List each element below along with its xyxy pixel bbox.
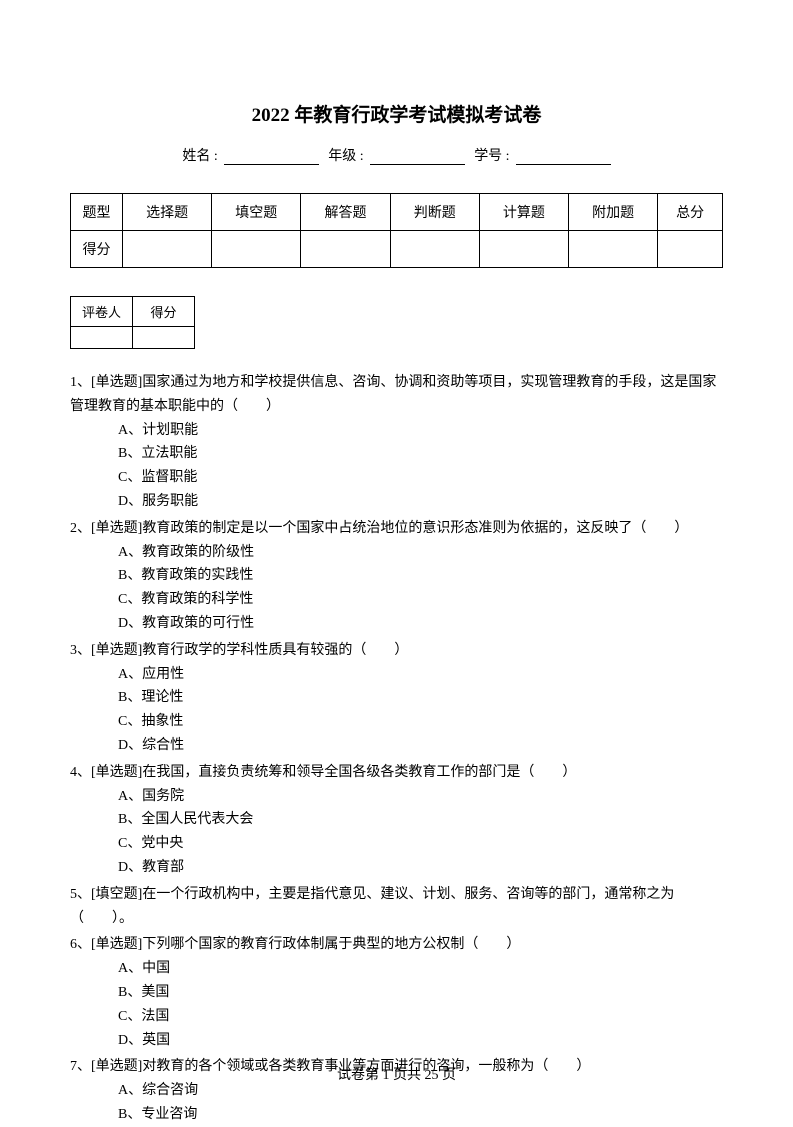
question-text: 5、[填空题]在一个行政机构中，主要是指代意见、建议、计划、服务、咨询等的部门，… [70,883,723,931]
option: B、专业咨询 [118,1103,723,1127]
option: A、国务院 [118,785,723,809]
question: 4、[单选题]在我国，直接负责统筹和领导全国各级各类教育工作的部门是（ ）A、国… [70,761,723,880]
question: 6、[单选题]下列哪个国家的教育行政体制属于典型的地方公权制（ ）A、中国B、美… [70,933,723,1052]
option: C、党中央 [118,832,723,856]
options: A、计划职能B、立法职能C、监督职能D、服务职能 [70,419,723,514]
cell-choice: 选择题 [123,194,212,231]
option: A、计划职能 [118,419,723,443]
cell-fill: 填空题 [212,194,301,231]
cell-empty [71,327,133,349]
question-text: 6、[单选题]下列哪个国家的教育行政体制属于典型的地方公权制（ ） [70,933,723,957]
option: B、教育政策的实践性 [118,564,723,588]
table-row: 题型 选择题 填空题 解答题 判断题 计算题 附加题 总分 [71,194,723,231]
exam-title: 2022 年教育行政学考试模拟考试卷 [70,100,723,127]
cell-empty [658,231,723,268]
cell-empty [301,231,390,268]
option: D、综合性 [118,734,723,758]
grader-label: 评卷人 [71,297,133,327]
id-blank [516,151,611,165]
questions-container: 1、[单选题]国家通过为地方和学校提供信息、咨询、协调和资助等项目，实现管理教育… [70,371,723,1127]
option: A、中国 [118,957,723,981]
question: 2、[单选题]教育政策的制定是以一个国家中占统治地位的意识形态准则为依据的，这反… [70,517,723,636]
cell-extra: 附加题 [569,194,658,231]
grade-blank [370,151,465,165]
question-text: 4、[单选题]在我国，直接负责统筹和领导全国各级各类教育工作的部门是（ ） [70,761,723,785]
table-row: 得分 [71,231,723,268]
options: A、教育政策的阶级性B、教育政策的实践性C、教育政策的科学性D、教育政策的可行性 [70,541,723,636]
table-row [71,327,195,349]
name-blank [224,151,319,165]
id-label: 学号 : [474,149,509,164]
cell-answer: 解答题 [301,194,390,231]
options: A、中国B、美国C、法国D、英国 [70,957,723,1052]
score-table: 题型 选择题 填空题 解答题 判断题 计算题 附加题 总分 得分 [70,193,723,268]
cell-empty [390,231,479,268]
cell-score-label: 得分 [71,231,123,268]
question: 5、[填空题]在一个行政机构中，主要是指代意见、建议、计划、服务、咨询等的部门，… [70,883,723,931]
option: D、教育政策的可行性 [118,612,723,636]
question-text: 3、[单选题]教育行政学的学科性质具有较强的（ ） [70,639,723,663]
cell-total: 总分 [658,194,723,231]
option: B、美国 [118,981,723,1005]
cell-empty [479,231,568,268]
grade-label: 年级 : [328,149,363,164]
page-footer: 试卷第 1 页共 25 页 [0,1064,793,1084]
option: C、法国 [118,1005,723,1029]
options: A、综合咨询B、专业咨询 [70,1079,723,1127]
option: B、理论性 [118,686,723,710]
option: C、抽象性 [118,710,723,734]
name-label: 姓名 : [182,149,217,164]
option: A、应用性 [118,663,723,687]
student-info: 姓名 : 年级 : 学号 : [70,145,723,165]
cell-empty [133,327,195,349]
question-text: 1、[单选题]国家通过为地方和学校提供信息、咨询、协调和资助等项目，实现管理教育… [70,371,723,419]
option: B、立法职能 [118,442,723,466]
option: A、教育政策的阶级性 [118,541,723,565]
table-row: 评卷人 得分 [71,297,195,327]
cell-empty [123,231,212,268]
option: B、全国人民代表大会 [118,808,723,832]
cell-calc: 计算题 [479,194,568,231]
grader-table: 评卷人 得分 [70,296,195,349]
option: D、英国 [118,1029,723,1053]
options: A、国务院B、全国人民代表大会C、党中央D、教育部 [70,785,723,880]
question: 1、[单选题]国家通过为地方和学校提供信息、咨询、协调和资助等项目，实现管理教育… [70,371,723,514]
cell-empty [212,231,301,268]
option: C、监督职能 [118,466,723,490]
score-label: 得分 [133,297,195,327]
cell-judge: 判断题 [390,194,479,231]
cell-empty [569,231,658,268]
option: C、教育政策的科学性 [118,588,723,612]
question-text: 2、[单选题]教育政策的制定是以一个国家中占统治地位的意识形态准则为依据的，这反… [70,517,723,541]
cell-type-label: 题型 [71,194,123,231]
option: D、教育部 [118,856,723,880]
options: A、应用性B、理论性C、抽象性D、综合性 [70,663,723,758]
question: 3、[单选题]教育行政学的学科性质具有较强的（ ）A、应用性B、理论性C、抽象性… [70,639,723,758]
option: D、服务职能 [118,490,723,514]
